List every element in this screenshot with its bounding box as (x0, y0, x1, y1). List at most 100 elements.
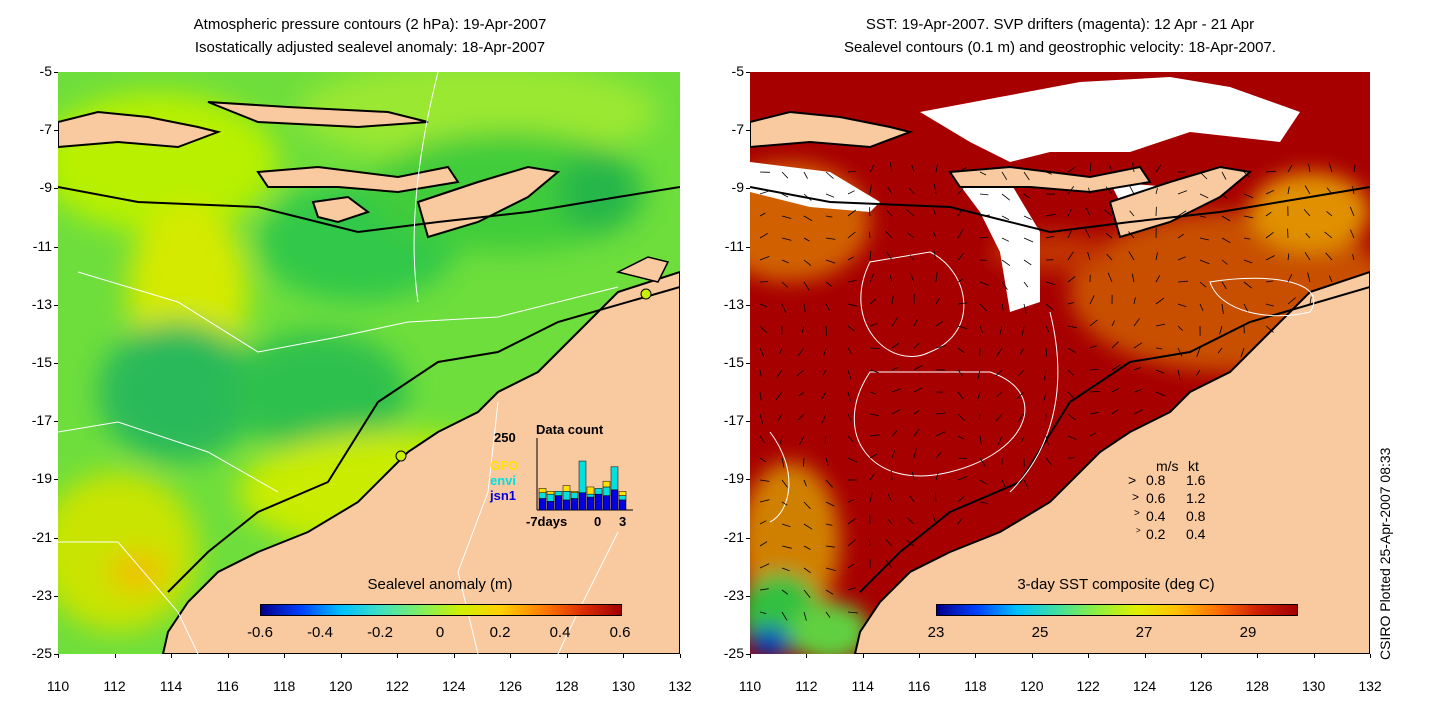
velocity-vector (801, 325, 805, 334)
velocity-vector (759, 391, 762, 401)
velocity-vector (1177, 280, 1189, 283)
velocity-vector (869, 492, 873, 503)
velocity-vector (869, 453, 878, 459)
velocity-vector (889, 162, 893, 173)
velocity-vector (847, 209, 856, 217)
velocity-vector (1067, 251, 1074, 261)
right-xtick-mark (750, 654, 751, 658)
velocity-vector (957, 476, 968, 481)
velocity-vector (1067, 369, 1074, 376)
left-colorbar (260, 604, 622, 616)
count-bar-jsn1 (562, 499, 571, 511)
velocity-vector (847, 190, 855, 195)
data-count-xlabel-zero: 0 (594, 514, 602, 529)
colorbar-tick-label: 29 (1239, 624, 1257, 641)
velocity-vector (913, 387, 923, 393)
velocity-vector (1067, 347, 1077, 354)
velocity-vector (803, 545, 811, 550)
velocity-vector (1023, 171, 1030, 181)
velocity-vector (1221, 259, 1228, 265)
right-xtick-mark (1313, 654, 1315, 658)
velocity-vector (1001, 303, 1004, 311)
count-bar-jsn1 (570, 498, 579, 511)
velocity-vector (847, 369, 852, 380)
velocity-vector (977, 391, 981, 401)
velocity-vector (1067, 435, 1077, 440)
right-xtick-label: 124 (1132, 678, 1157, 694)
right-ytick-mark (746, 654, 750, 655)
velocity-vector (1087, 251, 1091, 261)
left-ytick-label: -7 (39, 121, 52, 138)
velocity-vector (759, 588, 769, 591)
velocity-vector (803, 171, 808, 179)
velocity-vector (1067, 185, 1075, 195)
velocity-vector (979, 193, 989, 196)
velocity-vector (759, 413, 764, 424)
velocity-vector (1221, 193, 1228, 199)
velocity-vector (1088, 187, 1091, 195)
data-count-max-label: 250 (494, 430, 516, 445)
velocity-vector (891, 408, 901, 415)
count-bar-envi (578, 460, 587, 493)
velocity-vector (759, 611, 767, 614)
velocity-vector (957, 518, 963, 525)
data-count-inset: Data count 250 GFO envi jsn1 -7days 0 3 (480, 420, 640, 530)
velocity-vector (869, 473, 875, 481)
velocity-vector (1016, 391, 1025, 399)
velocity-vector (1309, 296, 1312, 305)
velocity-vector (1111, 387, 1120, 393)
right-xtick-label: 130 (1301, 678, 1326, 694)
left-xtick-mark (284, 654, 286, 658)
velocity-vector (906, 209, 915, 217)
velocity-vector (1177, 190, 1188, 195)
velocity-vector (1199, 171, 1208, 180)
velocity-vector (1133, 342, 1143, 349)
velocity-vector (869, 347, 880, 349)
velocity-vector (1089, 295, 1095, 305)
velocity-vector (776, 369, 783, 378)
velocity-vector (869, 434, 880, 437)
velocity-vector (1085, 228, 1091, 239)
velocity-vector (1023, 281, 1029, 288)
velocity-vector (781, 567, 790, 572)
velocity-legend-kt-2: 0.8 (1186, 508, 1206, 524)
colorbar-tick-label: 0.2 (489, 624, 511, 641)
right-xtick-mark (806, 654, 808, 658)
velocity-vector (1243, 215, 1254, 219)
velocity-vector (996, 347, 1003, 357)
velocity-vector (803, 281, 810, 291)
australia-land-right (853, 270, 1370, 654)
velocity-vector (869, 539, 871, 547)
velocity-vector (847, 325, 855, 332)
velocity-vector (885, 230, 893, 239)
velocity-vector (979, 479, 987, 485)
velocity-vector (913, 364, 923, 371)
velocity-vector (847, 170, 857, 173)
velocity-vector (1045, 347, 1047, 357)
velocity-vector (803, 259, 812, 266)
count-bar-gfo (538, 488, 547, 493)
velocity-vector (1243, 171, 1250, 178)
velocity-vector (847, 303, 858, 307)
left-xtick-mark (566, 654, 568, 658)
legend-envi: envi (490, 473, 517, 488)
left-xtick-mark (453, 654, 455, 658)
left-xtick-label: 112 (103, 678, 126, 694)
velocity-vector (979, 325, 983, 334)
velocity-vector (1089, 368, 1099, 371)
velocity-vector (933, 250, 937, 261)
velocity-vector (1001, 193, 1011, 201)
velocity-vector (1107, 272, 1113, 283)
right-xtick-label: 118 (964, 678, 987, 694)
right-ytick-mark (746, 130, 750, 132)
velocity-vector (825, 523, 833, 526)
velocity-vector (1303, 209, 1311, 217)
velocity-vector (1045, 435, 1049, 446)
right-ytick-label: -13 (723, 295, 744, 312)
velocity-vector (1089, 432, 1096, 437)
count-bar-gfo (618, 491, 627, 496)
left-ytick-label: -25 (31, 645, 52, 661)
velocity-vector (1243, 281, 1253, 289)
velocity-vector (1177, 210, 1187, 217)
velocity-vector (803, 589, 811, 599)
